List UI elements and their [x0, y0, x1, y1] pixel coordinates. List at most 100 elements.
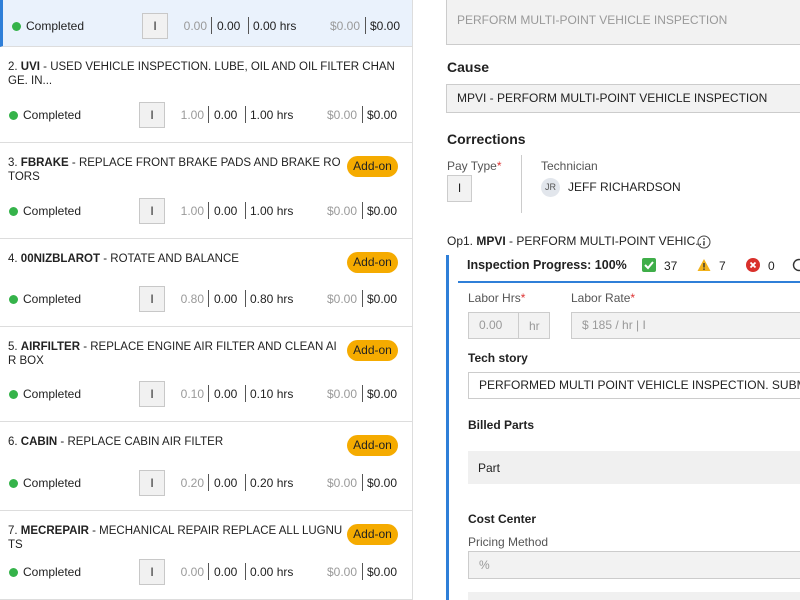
hours-actual: 0.00 [214, 387, 238, 401]
separator [245, 385, 246, 402]
concern-text: PERFORM MULTI-POINT VEHICLE INSPECTION [457, 13, 728, 27]
labor-hrs-field[interactable]: 0.00 [468, 312, 550, 339]
pricing-method-text: % [479, 558, 490, 572]
status-dot [9, 295, 18, 304]
card-border [446, 255, 449, 600]
hours-total: 0.80 hrs [250, 292, 294, 306]
work-item[interactable]: 3. FBRAKE - REPLACE FRONT BRAKE PADS AND… [0, 143, 412, 239]
work-item[interactable]: 2. UVI - USED VEHICLE INSPECTION. LUBE, … [0, 47, 412, 143]
status-text: Completed [26, 19, 85, 33]
item-description: - REPLACE FRONT BRAKE PADS AND BRAKE ROT… [8, 157, 341, 183]
op-title: Op1. MPVI - PERFORM MULTI-POINT VEHIC... [447, 234, 705, 248]
status-dot [9, 207, 18, 216]
work-item[interactable]: 4. 00NIZBLAROT - ROTATE AND BALANCE Add-o… [0, 239, 412, 327]
op-description: - PERFORM MULTI-POINT VEHIC... [509, 234, 706, 248]
addon-tag: Add-on [347, 340, 398, 361]
item-code: 00NIZBLAROT [20, 253, 101, 265]
pay-type[interactable]: I [139, 286, 165, 312]
amount-total: $0.00 [370, 19, 401, 33]
hours-sold: 0.00 [180, 565, 204, 579]
required-mark: * [520, 291, 526, 305]
hours-actual: 0.00 [214, 476, 238, 490]
work-item[interactable]: 6. CABIN - REPLACE CABIN AIR FILTER Add-o… [0, 422, 412, 511]
status-row: Completed I 0.20 0.00 0.20 hrs $0.00 $0.00 [0, 470, 412, 496]
corrections-heading: Corrections [447, 131, 526, 147]
addon-tag: Add-on [347, 435, 398, 456]
status-text: Completed [23, 108, 82, 122]
hours-actual: 0.00 [214, 204, 238, 218]
hours-total: 0.00 hrs [250, 565, 294, 579]
addon-tag: Add-on [347, 524, 398, 545]
labor-rate-text: $ 185 / hr | I [582, 318, 646, 332]
work-item[interactable]: 5. AIRFILTER - REPLACE ENGINE AIR FILTER… [0, 327, 412, 422]
labor-hrs-unit: hr [529, 319, 540, 333]
amount-total: $0.00 [367, 565, 398, 579]
label-text: Labor Rate [571, 291, 631, 305]
separator [245, 474, 246, 491]
pay-type-field[interactable]: I [447, 175, 472, 202]
amount-sold: $0.00 [326, 565, 357, 579]
ok-icon [642, 258, 656, 272]
hours-sold: 1.00 [180, 108, 204, 122]
amount-sold: $0.00 [326, 476, 357, 490]
status-text: Completed [23, 292, 82, 306]
pay-type[interactable]: I [139, 198, 165, 224]
separator [362, 563, 363, 580]
parts-header: Part [468, 451, 800, 484]
status-row: Completed I 0.00 0.00 0.00 hrs $0.00 $0.00 [0, 559, 412, 585]
addon-tag: Add-on [347, 252, 398, 273]
pay-type[interactable]: I [139, 559, 165, 585]
pay-type[interactable]: I [139, 102, 165, 128]
required-mark: * [630, 291, 636, 305]
hours-sold: 0.10 [180, 387, 204, 401]
pay-type[interactable]: I [142, 13, 168, 39]
info-icon[interactable] [697, 235, 711, 249]
op-code: MPVI [476, 234, 506, 248]
work-item[interactable]: Completed I 0.00 0.00 0.00 hrs $0.00 $0.00 [0, 0, 412, 47]
tech-story-field[interactable]: PERFORMED MULTI POINT VEHICLE INSPECTION… [468, 372, 800, 399]
concern-field[interactable]: PERFORM MULTI-POINT VEHICLE INSPECTION [446, 0, 800, 45]
hours-actual: 0.00 [217, 19, 241, 33]
pay-type-label: Pay Type* [447, 159, 501, 173]
ok-count: 37 [664, 259, 678, 273]
cause-select[interactable]: MPVI - PERFORM MULTI-POINT VEHICLE INSPE… [446, 84, 800, 113]
labor-rate-field[interactable]: $ 185 / hr | I [571, 312, 800, 339]
fail-icon [746, 258, 760, 272]
clock-icon [792, 258, 800, 272]
warn-icon [697, 259, 711, 271]
pay-type[interactable]: I [139, 470, 165, 496]
separator [208, 385, 209, 402]
separator [245, 202, 246, 219]
item-title: 3. FBRAKE - REPLACE FRONT BRAKE PADS AND… [8, 156, 344, 184]
separator [362, 385, 363, 402]
cause-heading: Cause [447, 59, 490, 75]
part-column: Part [478, 461, 501, 475]
item-code: FBRAKE [20, 157, 69, 169]
status-text: Completed [23, 204, 82, 218]
pay-type[interactable]: I [139, 381, 165, 407]
amount-sold: $0.00 [326, 292, 357, 306]
amount-total: $0.00 [367, 387, 398, 401]
item-description: - REPLACE CABIN AIR FILTER [60, 436, 224, 448]
separator [365, 17, 366, 34]
amount-sold: $0.00 [326, 108, 357, 122]
status-dot [9, 390, 18, 399]
pricing-method-label: Pricing Method [468, 535, 549, 549]
separator [245, 290, 246, 307]
hours-sold: 1.00 [180, 204, 204, 218]
labor-hrs-text: 0.00 [479, 318, 503, 332]
separator [362, 474, 363, 491]
cost-center-label: Cost Center [468, 512, 537, 526]
status-dot [9, 568, 18, 577]
tech-story-text: PERFORMED MULTI POINT VEHICLE INSPECTION… [479, 378, 800, 392]
pay-type-text: I [457, 181, 462, 195]
hours-total: 0.20 hrs [250, 476, 294, 490]
item-number: 4. [8, 253, 18, 265]
item-code: UVI [20, 61, 40, 73]
technician-name: JEFF RICHARDSON [568, 180, 681, 194]
pricing-method-field[interactable]: % [468, 551, 800, 579]
separator [208, 106, 209, 123]
item-number: 6. [8, 436, 18, 448]
